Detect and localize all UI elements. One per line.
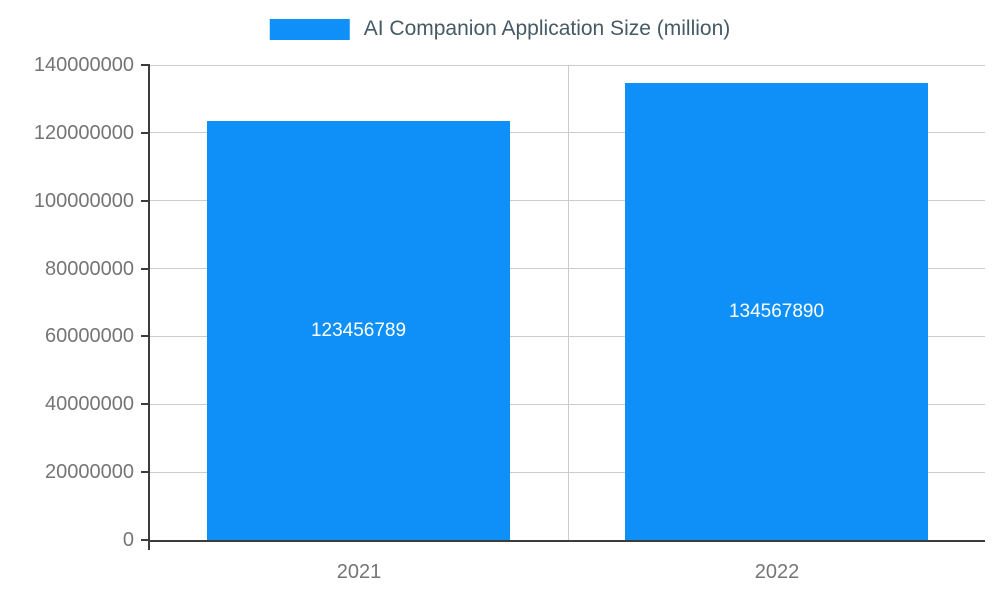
y-axis-tick-label: 120000000 [33,121,134,144]
y-axis-tick-label: 80000000 [45,257,134,280]
v-gridline [567,65,569,540]
y-axis-tick-label: 20000000 [45,461,134,484]
x-axis-tick-label: 2021 [336,561,382,583]
bar-2022 [625,83,928,540]
legend-swatch [269,18,350,40]
y-tick-mark [141,64,150,66]
y-axis-tick-label: 0 [122,529,134,551]
x-axis-line [148,540,985,542]
y-tick-mark [141,539,150,541]
y-tick-mark [141,131,150,134]
y-tick-mark [141,267,150,270]
y-axis-line [148,65,150,550]
y-axis-tick-label: 40000000 [45,393,134,416]
bar-value-label: 134567890 [728,301,825,322]
bar-2021 [207,121,510,540]
y-axis-tick-label: 100000000 [33,189,134,212]
y-axis-tick-label: 60000000 [45,325,134,348]
chart-title: AI Companion Application Size (million) [363,17,731,40]
y-tick-mark [141,199,150,202]
y-tick-mark [141,403,150,406]
chart-legend: AI Companion Application Size (million) [269,17,731,41]
bar-value-label: 123456789 [310,320,407,341]
y-tick-mark [141,335,150,338]
y-tick-mark [141,471,150,474]
x-axis-tick-label: 2022 [754,561,800,583]
y-axis-tick-label: 140000000 [33,54,134,76]
